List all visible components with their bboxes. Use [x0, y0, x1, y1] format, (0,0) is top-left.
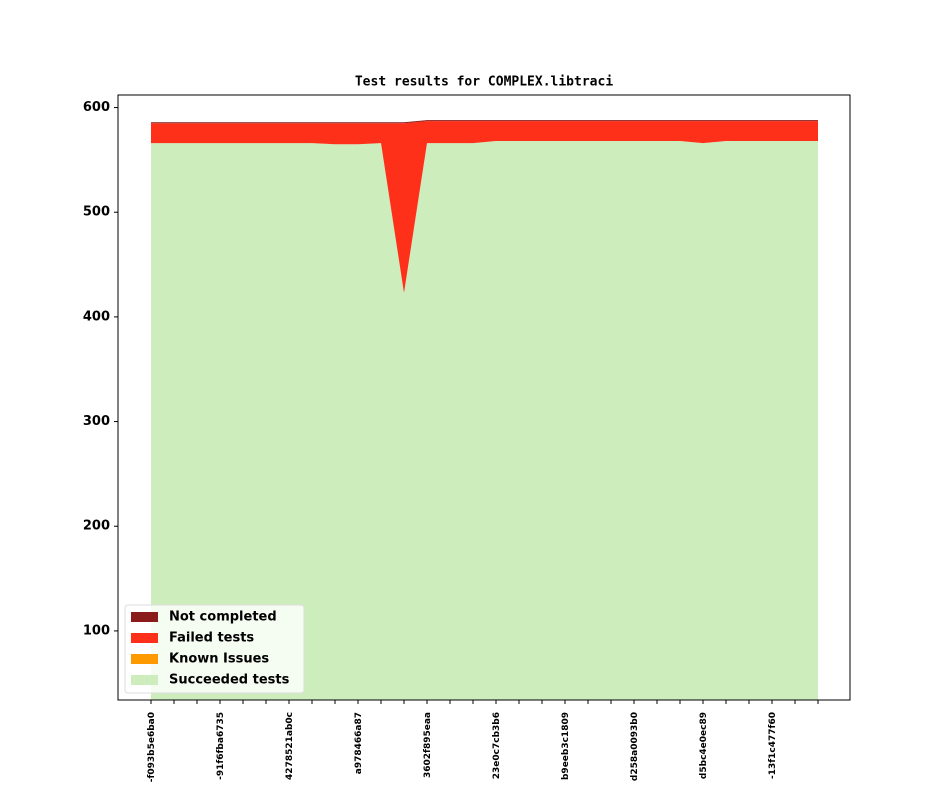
x-tick-label: 4278521ab0c	[285, 712, 295, 780]
legend-label: Failed tests	[169, 631, 254, 646]
legend-swatch	[131, 612, 158, 622]
x-tick-label: a978466a87	[354, 712, 364, 774]
y-tick-label: 300	[83, 414, 110, 429]
area	[151, 141, 818, 700]
legend-label: Known Issues	[169, 652, 269, 667]
x-tick-label: -13f1c477f60	[768, 712, 778, 779]
y-tick-label: 500	[83, 205, 110, 220]
x-tick-label: d258a0093b0	[630, 712, 640, 781]
x-tick-label: d5bc4e0ec89	[699, 712, 709, 779]
y-tick-label: 600	[83, 100, 110, 115]
x-tick-label: -91f6fba6735	[216, 712, 226, 780]
legend-label: Not completed	[169, 610, 277, 625]
legend-swatch	[131, 633, 158, 643]
legend-label: Succeeded tests	[169, 673, 290, 688]
area	[151, 120, 818, 124]
y-tick-label: 100	[83, 623, 110, 638]
plot-frame	[117, 94, 851, 701]
x-tick-label: b9eeb3c1809	[561, 712, 571, 780]
x-tick-label: 3602f895eaa	[423, 712, 433, 778]
legend-box	[124, 604, 305, 694]
y-tick-label: 200	[83, 519, 110, 534]
legend-swatch	[131, 675, 158, 685]
y-tick-label: 400	[83, 309, 110, 324]
x-tick-label: -f093b5e6ba0	[147, 712, 157, 782]
legend: Not completed Failed tests Known Issues Suc…	[124, 604, 305, 694]
area	[151, 121, 818, 293]
legend-swatch	[131, 654, 158, 664]
chart-title: Test results for COMPLEX.libtraci	[355, 75, 613, 90]
x-tick-label: 23e0c7cb3b6	[492, 712, 502, 779]
